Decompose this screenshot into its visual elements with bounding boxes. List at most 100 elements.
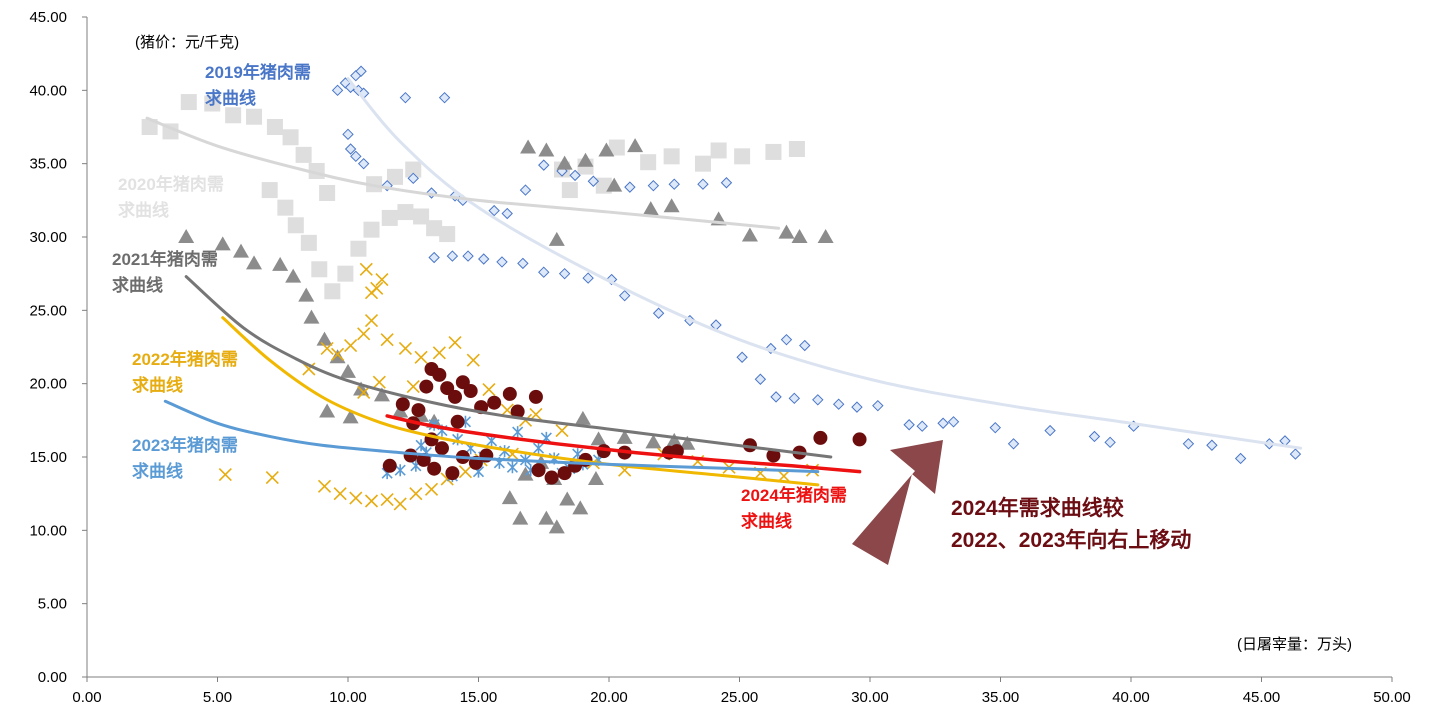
x-tick-label: 20.00: [590, 689, 628, 706]
point-2020: [311, 261, 328, 278]
series-label-2019-line-2: 求曲线: [205, 88, 256, 108]
point-2022: [364, 286, 379, 300]
point-2019: [1044, 424, 1056, 437]
point-2021: [373, 387, 390, 402]
point-2022: [364, 494, 379, 508]
point-2019: [1182, 438, 1195, 450]
x-tick-label: 50.00: [1373, 689, 1411, 706]
point-2022: [448, 336, 462, 350]
point-2021: [679, 435, 696, 450]
point-2024: [852, 432, 867, 447]
point-2020: [694, 155, 711, 172]
y-tick-label: 35.00: [29, 156, 67, 173]
point-2022: [372, 375, 386, 389]
point-2021: [512, 510, 529, 525]
annotation-line-1: 2024年需求曲线较: [951, 496, 1124, 520]
point-2020: [225, 107, 242, 124]
x-axis-label: (日屠宰量：万头): [1237, 636, 1352, 653]
point-2019: [668, 178, 680, 190]
point-2019: [496, 256, 508, 268]
point-2021: [590, 431, 607, 446]
point-2019: [428, 251, 440, 264]
point-2019: [780, 333, 793, 346]
point-2024: [427, 461, 442, 476]
point-2021: [778, 224, 795, 239]
point-2021: [559, 491, 576, 506]
demand-curve-2020: [145, 116, 781, 230]
point-2022: [357, 385, 371, 400]
y-tick-label: 5.00: [38, 596, 67, 613]
point-2024: [766, 448, 781, 463]
point-2022: [349, 491, 363, 505]
point-2024: [510, 404, 525, 419]
series-2020-points: [141, 94, 805, 300]
point-2019: [344, 143, 357, 155]
point-2022: [424, 482, 439, 496]
point-2021: [666, 432, 683, 447]
demand-curve-2019: [346, 77, 1303, 450]
y-axis-label: (猪价：元/千克): [135, 34, 239, 51]
point-2020: [363, 221, 380, 238]
point-2022: [466, 353, 480, 367]
point-2020: [261, 182, 278, 199]
point-2021: [663, 198, 680, 213]
point-2022: [330, 347, 345, 361]
point-2019: [1289, 448, 1302, 460]
point-2019: [720, 177, 733, 189]
point-2019: [647, 179, 660, 192]
point-2024: [419, 379, 434, 394]
point-2022: [317, 479, 332, 493]
point-2020: [337, 265, 354, 282]
point-2024: [502, 386, 517, 401]
point-2021: [298, 287, 315, 302]
series-label-2024-line-1: 2024年猪肉需: [741, 485, 847, 505]
x-tick-label: 40.00: [1112, 689, 1150, 706]
point-2019: [903, 419, 915, 431]
x-tick-label: 25.00: [721, 689, 759, 706]
shift-arrow: [852, 440, 943, 565]
series-labels: 2019年猪肉需求曲线2020年猪肉需求曲线2021年猪肉需求曲线2022年猪肉…: [112, 62, 847, 531]
point-2021: [178, 229, 195, 243]
point-2023: [506, 461, 518, 474]
point-2022: [359, 262, 373, 276]
point-2019: [582, 272, 594, 284]
point-2022: [333, 487, 347, 501]
point-2019: [989, 421, 1001, 434]
point-2019: [538, 159, 550, 171]
point-2021: [548, 519, 565, 534]
point-2022: [265, 470, 279, 485]
point-2019: [446, 250, 459, 262]
point-2019: [812, 394, 824, 406]
y-tick-label: 20.00: [29, 376, 67, 393]
point-2021: [329, 349, 346, 364]
point-2019: [478, 253, 490, 265]
point-2021: [741, 227, 758, 242]
point-2021: [501, 490, 518, 505]
x-tick-label: 45.00: [1243, 689, 1281, 706]
point-2022: [393, 497, 407, 511]
point-2020: [734, 148, 751, 165]
point-2020: [324, 283, 341, 300]
point-2021: [232, 243, 249, 258]
point-2021: [616, 429, 633, 444]
point-2019: [754, 373, 767, 385]
point-2021: [246, 255, 263, 270]
point-2020: [300, 234, 317, 251]
point-2021: [556, 155, 573, 170]
point-2020: [397, 204, 414, 221]
point-2022: [409, 487, 423, 501]
series-label-2022-line-1: 2022年猪肉需: [132, 349, 238, 369]
point-2019: [538, 266, 550, 278]
point-2021: [587, 471, 604, 485]
point-2022: [320, 341, 334, 356]
demand-curve-2023: [163, 399, 820, 474]
point-2024: [813, 430, 828, 445]
point-2021: [548, 231, 565, 246]
point-2019: [937, 417, 949, 429]
series-label-2020-line-1: 2020年猪肉需: [118, 174, 224, 194]
point-2019: [770, 391, 782, 403]
point-2022: [432, 346, 446, 360]
point-2019: [357, 157, 370, 170]
point-2024: [528, 389, 543, 404]
point-2021: [214, 236, 231, 251]
